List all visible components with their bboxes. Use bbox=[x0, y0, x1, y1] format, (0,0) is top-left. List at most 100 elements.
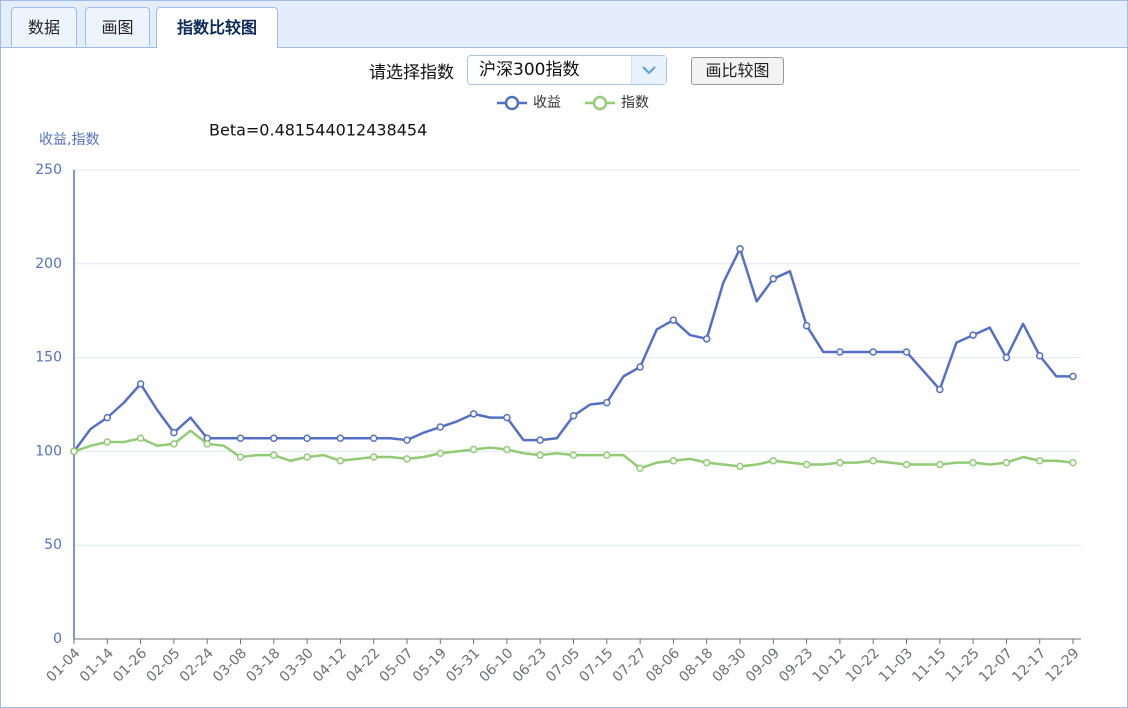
point bbox=[769, 275, 778, 283]
x-tick-label: 04-22 bbox=[343, 645, 383, 685]
point bbox=[936, 460, 944, 469]
point bbox=[403, 436, 411, 444]
legend-symbol bbox=[592, 95, 608, 111]
x-tick-label: 02-05 bbox=[143, 645, 183, 685]
tab[interactable]: 数据 bbox=[11, 7, 77, 46]
x-tick-label: 04-12 bbox=[310, 645, 350, 685]
point bbox=[70, 447, 78, 456]
point bbox=[769, 457, 778, 465]
point bbox=[103, 413, 112, 422]
point bbox=[902, 460, 911, 469]
point bbox=[270, 451, 278, 459]
point bbox=[736, 245, 744, 253]
x-tick-label: 12-07 bbox=[976, 645, 1016, 685]
point bbox=[1069, 458, 1077, 467]
y-tick-label: 250 bbox=[35, 162, 62, 178]
x-tick-label: 03-18 bbox=[243, 645, 283, 685]
point bbox=[469, 445, 478, 454]
point bbox=[1035, 457, 1044, 465]
legend-label: 收益 bbox=[533, 95, 561, 111]
point bbox=[270, 434, 278, 443]
point bbox=[902, 348, 911, 356]
point bbox=[736, 462, 744, 471]
x-tick-label: 11-15 bbox=[909, 645, 949, 685]
x-tick-label: 07-05 bbox=[543, 645, 583, 685]
point bbox=[503, 413, 511, 422]
y-axis-label: 收益,指数 bbox=[39, 132, 99, 148]
point bbox=[436, 423, 445, 431]
compare-button[interactable]: 画比较图 bbox=[691, 57, 784, 85]
point bbox=[236, 453, 245, 461]
x-tick-label: 08-18 bbox=[676, 645, 716, 685]
point bbox=[802, 321, 811, 330]
x-tick-label: 09-23 bbox=[776, 645, 816, 685]
x-tick-label: 03-30 bbox=[277, 645, 317, 685]
point bbox=[436, 449, 445, 458]
point bbox=[603, 398, 611, 407]
point bbox=[969, 458, 977, 467]
tab[interactable]: 画图 bbox=[85, 7, 150, 46]
x-tick-label: 11-03 bbox=[876, 645, 916, 685]
x-tick-label: 01-04 bbox=[44, 645, 84, 685]
point bbox=[103, 438, 112, 446]
point bbox=[136, 380, 145, 388]
point bbox=[403, 455, 411, 463]
x-tick-label: 06-10 bbox=[476, 645, 516, 685]
series-line bbox=[73, 429, 1074, 470]
tab-bar: 数据 画图 指数比较图 bbox=[1, 1, 1127, 48]
x-tick-label: 10-22 bbox=[843, 645, 883, 685]
tab[interactable]: 指数比较图 bbox=[156, 7, 278, 48]
point bbox=[303, 434, 311, 443]
point bbox=[836, 458, 844, 467]
select-arrow bbox=[631, 56, 666, 84]
point bbox=[203, 440, 211, 448]
x-tick-label: 06-23 bbox=[510, 645, 550, 685]
point bbox=[336, 434, 345, 443]
series-line bbox=[72, 247, 1073, 453]
point bbox=[503, 445, 511, 454]
point bbox=[636, 363, 644, 371]
y-tick-label: 0 bbox=[53, 631, 62, 647]
point bbox=[469, 410, 478, 418]
point bbox=[802, 460, 811, 469]
y-tick-label: 50 bbox=[44, 537, 62, 553]
point bbox=[569, 412, 578, 420]
point bbox=[369, 453, 378, 461]
point bbox=[636, 464, 644, 473]
x-tick-label: 05-31 bbox=[443, 645, 483, 685]
x-tick-label: 09-09 bbox=[743, 645, 783, 685]
point bbox=[936, 385, 944, 394]
x-tick-label: 10-12 bbox=[809, 645, 849, 685]
x-tick-label: 07-27 bbox=[610, 645, 650, 685]
x-tick-label: 05-19 bbox=[410, 645, 450, 685]
legend-label: 指数 bbox=[621, 95, 649, 111]
point bbox=[336, 457, 345, 465]
point bbox=[1002, 458, 1011, 467]
point bbox=[603, 451, 611, 459]
point bbox=[303, 453, 311, 461]
point bbox=[1069, 372, 1077, 381]
beta-annotation: Beta=0.481544012438454 bbox=[209, 121, 427, 140]
x-tick-label: 07-15 bbox=[576, 645, 616, 685]
point bbox=[170, 428, 178, 437]
point bbox=[869, 457, 877, 465]
point bbox=[969, 331, 977, 339]
point bbox=[669, 457, 678, 465]
point bbox=[836, 348, 844, 356]
point bbox=[236, 434, 245, 443]
x-tick-label: 01-26 bbox=[110, 645, 150, 685]
point bbox=[669, 316, 678, 324]
x-tick-label: 12-29 bbox=[1043, 645, 1083, 685]
y-tick-label: 150 bbox=[35, 350, 62, 366]
point bbox=[536, 451, 544, 459]
x-tick-label: 08-30 bbox=[710, 645, 750, 685]
point bbox=[1035, 351, 1044, 360]
x-tick-label: 12-17 bbox=[1009, 645, 1049, 685]
point bbox=[569, 451, 578, 459]
x-tick-label: 01-14 bbox=[77, 645, 117, 685]
index-select[interactable]: 沪深300指数 bbox=[467, 55, 667, 85]
point bbox=[170, 440, 178, 448]
point bbox=[136, 434, 145, 443]
